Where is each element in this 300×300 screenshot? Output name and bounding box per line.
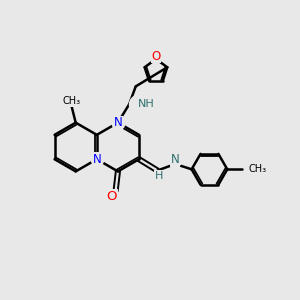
Text: N: N: [113, 116, 122, 129]
Text: N: N: [92, 153, 101, 166]
Text: NH: NH: [138, 99, 155, 109]
Text: H: H: [154, 171, 163, 181]
Text: O: O: [107, 190, 117, 202]
Text: N: N: [171, 153, 180, 166]
Text: O: O: [151, 50, 160, 63]
Text: NH: NH: [138, 99, 155, 109]
Text: O: O: [107, 190, 117, 202]
Text: CH₃: CH₃: [249, 164, 267, 174]
Text: H: H: [154, 171, 163, 181]
Text: CH₃: CH₃: [62, 96, 80, 106]
Text: N: N: [113, 116, 122, 129]
Text: N: N: [92, 153, 101, 166]
Text: N: N: [171, 153, 180, 166]
Text: O: O: [151, 50, 160, 63]
